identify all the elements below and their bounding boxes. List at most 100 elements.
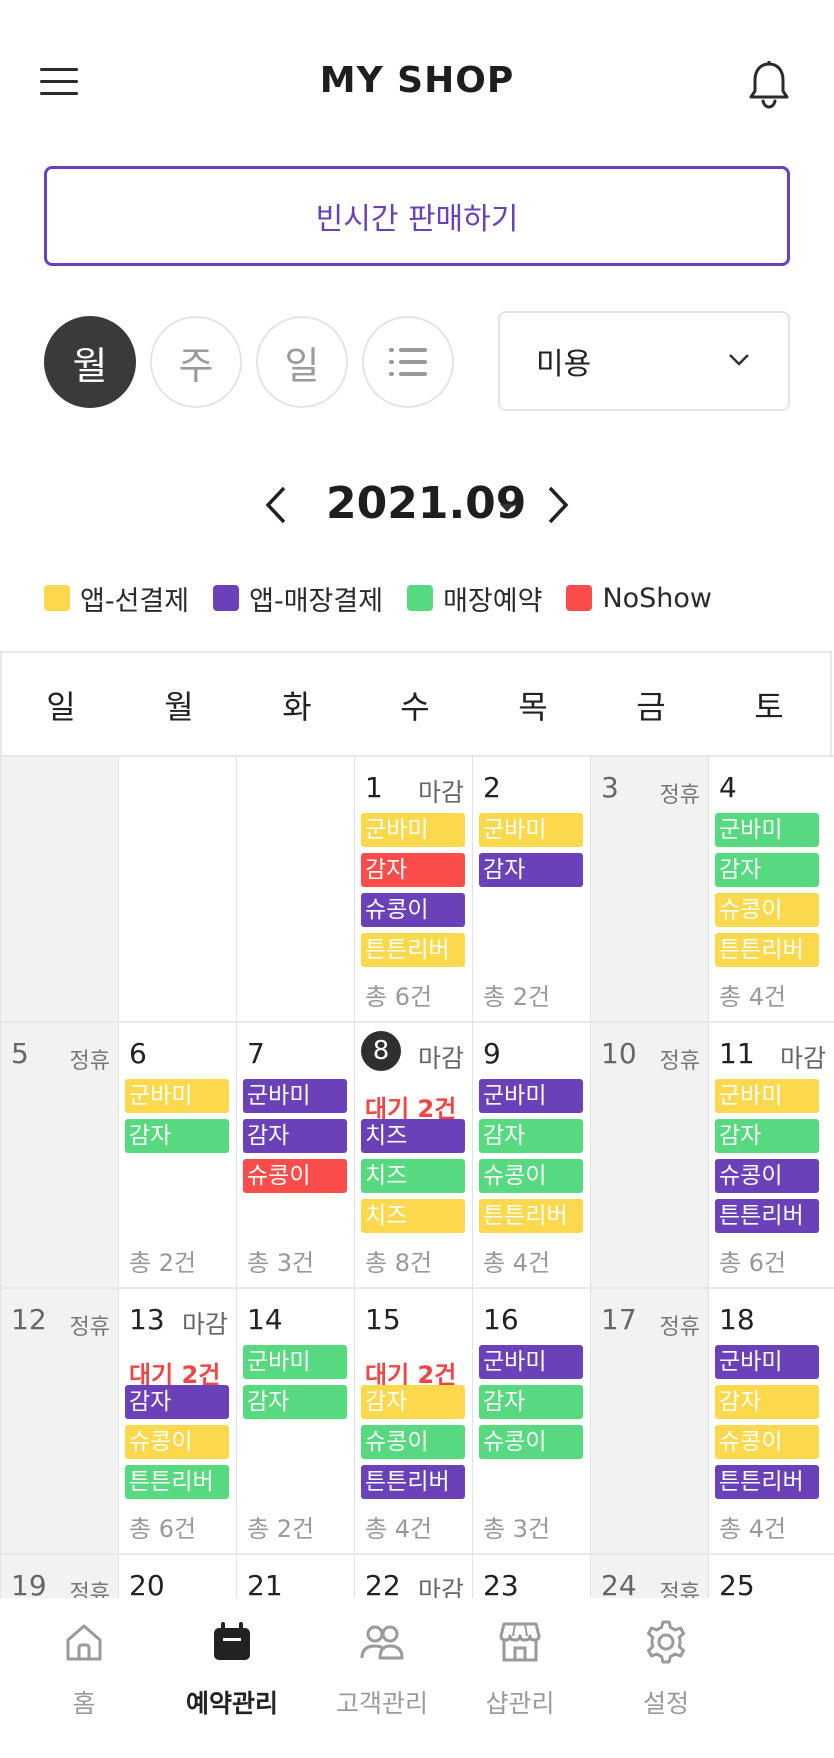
booking-chip[interactable]: 감자: [479, 853, 583, 887]
booking-chip[interactable]: 치즈: [361, 1119, 465, 1153]
booking-chip[interactable]: 감자: [125, 1385, 229, 1419]
booking-chip[interactable]: 튼튼리버: [479, 1199, 583, 1233]
calendar-day-cell[interactable]: 5 정휴: [0, 1021, 118, 1287]
day-total: 총 8건: [365, 1249, 433, 1277]
booking-chip[interactable]: 튼튼리버: [125, 1465, 229, 1499]
chevron-down-icon: [729, 354, 749, 366]
waiting-count[interactable]: 대기 2건: [129, 1361, 221, 1389]
booking-chip[interactable]: 군바미: [715, 813, 819, 847]
menu-icon[interactable]: [40, 66, 78, 98]
booking-chip[interactable]: 군바미: [479, 1079, 583, 1113]
day-number: 14: [247, 1303, 283, 1336]
booking-chip[interactable]: 튼튼리버: [715, 1465, 819, 1499]
booking-chip[interactable]: 슈콩이: [715, 1159, 819, 1193]
legend-swatch: [566, 585, 593, 611]
booking-chip[interactable]: 슈콩이: [479, 1159, 583, 1193]
calendar-day-cell[interactable]: 17 정휴: [590, 1287, 708, 1553]
calendar-day-cell[interactable]: 12 정휴: [0, 1287, 118, 1553]
month-dropdown-icon[interactable]: [500, 504, 514, 512]
booking-chip[interactable]: 슈콩이: [361, 893, 465, 927]
booking-chip[interactable]: 슈콩이: [715, 893, 819, 927]
day-number: 12: [11, 1303, 47, 1336]
calendar-day-cell[interactable]: 13 마감 대기 2건 감자 슈콩이 튼튼리버 총 6건: [118, 1287, 236, 1553]
booking-chip[interactable]: 감자: [715, 1119, 819, 1153]
calendar-day-cell[interactable]: 6 군바미 감자 총 2건: [118, 1021, 236, 1287]
booking-chip[interactable]: 감자: [125, 1119, 229, 1153]
day-number: 3: [601, 771, 619, 804]
view-day-button[interactable]: 일: [256, 316, 348, 408]
booking-chip[interactable]: 감자: [243, 1119, 347, 1153]
booking-chip[interactable]: 감자: [361, 1385, 465, 1419]
booking-chip[interactable]: 감자: [715, 1385, 819, 1419]
prev-month-icon[interactable]: [262, 484, 292, 526]
calendar-day-cell[interactable]: 10 정휴: [590, 1021, 708, 1287]
booking-chip[interactable]: 슈콩이: [125, 1425, 229, 1459]
bottom-tab-bar: 홈 예약관리 고객관리 샵관리 설정: [0, 1598, 834, 1758]
booking-chip[interactable]: 군바미: [479, 1345, 583, 1379]
sell-empty-time-button[interactable]: 빈시간 판매하기: [44, 166, 790, 266]
calendar-day-cell[interactable]: 3 정휴: [590, 755, 708, 1021]
booking-chip[interactable]: 슈콩이: [243, 1159, 347, 1193]
booking-chip[interactable]: 튼튼리버: [715, 933, 819, 967]
next-month-icon[interactable]: [542, 484, 572, 526]
view-list-button[interactable]: [362, 316, 454, 408]
booking-chip[interactable]: 군바미: [715, 1079, 819, 1113]
calendar-day-cell[interactable]: 4 군바미 감자 슈콩이 튼튼리버 총 4건: [708, 755, 834, 1021]
booking-chip[interactable]: 군바미: [125, 1079, 229, 1113]
bell-icon[interactable]: [748, 60, 790, 110]
calendar-day-cell[interactable]: 16 군바미 감자 슈콩이 총 3건: [472, 1287, 590, 1553]
calendar-day-cell[interactable]: 1 마감 군바미 감자 슈콩이 튼튼리버 총 6건: [354, 755, 472, 1021]
day-number: 22: [365, 1569, 401, 1602]
booking-chip[interactable]: 슈콩이: [715, 1425, 819, 1459]
day-number: 24: [601, 1569, 637, 1602]
booking-chip[interactable]: 튼튼리버: [715, 1199, 819, 1233]
booking-chip[interactable]: 감자: [243, 1385, 347, 1419]
booking-chip[interactable]: 튼튼리버: [361, 933, 465, 967]
day-total: 총 6건: [129, 1515, 197, 1543]
tab-calendar[interactable]: 예약관리: [162, 1618, 302, 1738]
tab-label: 샵관리: [485, 1689, 555, 1718]
booking-chip[interactable]: 감자: [361, 853, 465, 887]
month-label[interactable]: 2021.09: [326, 478, 527, 529]
calendar-day-cell[interactable]: 15 대기 2건 감자 슈콩이 튼튼리버 총 4건: [354, 1287, 472, 1553]
tab-people[interactable]: 고객관리: [312, 1618, 452, 1738]
booking-chip[interactable]: 치즈: [361, 1159, 465, 1193]
legend-item: 앱-매장결제: [213, 579, 383, 618]
calendar-day-cell[interactable]: 14 군바미 감자 총 2건: [236, 1287, 354, 1553]
tab-gear[interactable]: 설정: [596, 1618, 736, 1738]
legend: 앱-선결제 앱-매장결제 매장예약 NoShow: [44, 579, 736, 618]
booking-chip[interactable]: 튼튼리버: [361, 1465, 465, 1499]
waiting-count[interactable]: 대기 2건: [365, 1361, 457, 1389]
booking-chip[interactable]: 치즈: [361, 1199, 465, 1233]
booking-chip[interactable]: 감자: [715, 853, 819, 887]
category-select[interactable]: 미용: [498, 311, 790, 411]
day-total: 총 2건: [129, 1249, 197, 1277]
booking-chip[interactable]: 군바미: [479, 813, 583, 847]
booking-chip[interactable]: 슈콩이: [361, 1425, 465, 1459]
day-number: 23: [483, 1569, 519, 1602]
view-month-button[interactable]: 월: [44, 316, 136, 408]
calendar-day-cell[interactable]: 7 군바미 감자 슈콩이 총 3건: [236, 1021, 354, 1287]
home-icon: [60, 1618, 108, 1670]
view-week-button[interactable]: 주: [150, 316, 242, 408]
calendar-day-cell[interactable]: 11 마감 군바미 감자 슈콩이 튼튼리버 총 6건: [708, 1021, 834, 1287]
booking-chip[interactable]: 슈콩이: [479, 1425, 583, 1459]
weekday-label: 토: [754, 688, 784, 726]
day-number: 19: [11, 1569, 47, 1602]
booking-chip[interactable]: 감자: [479, 1385, 583, 1419]
legend-label: 매장예약: [443, 585, 543, 617]
calendar-day-cell[interactable]: 2 군바미 감자 총 2건: [472, 755, 590, 1021]
booking-chip[interactable]: 군바미: [715, 1345, 819, 1379]
calendar-day-cell[interactable]: 8 마감 대기 2건 치즈 치즈 치즈 총 8건: [354, 1021, 472, 1287]
holiday-badge: 정휴: [659, 1049, 700, 1074]
booking-chip[interactable]: 감자: [479, 1119, 583, 1153]
booking-chip[interactable]: 군바미: [361, 813, 465, 847]
booking-chip[interactable]: 군바미: [243, 1079, 347, 1113]
tab-home[interactable]: 홈: [14, 1618, 154, 1738]
calendar-day-cell[interactable]: 18 군바미 감자 슈콩이 튼튼리버 총 4건: [708, 1287, 834, 1553]
tab-store[interactable]: 샵관리: [450, 1618, 590, 1738]
waiting-count[interactable]: 대기 2건: [365, 1095, 457, 1123]
day-number: 7: [247, 1037, 265, 1070]
calendar-day-cell[interactable]: 9 군바미 감자 슈콩이 튼튼리버 총 4건: [472, 1021, 590, 1287]
booking-chip[interactable]: 군바미: [243, 1345, 347, 1379]
